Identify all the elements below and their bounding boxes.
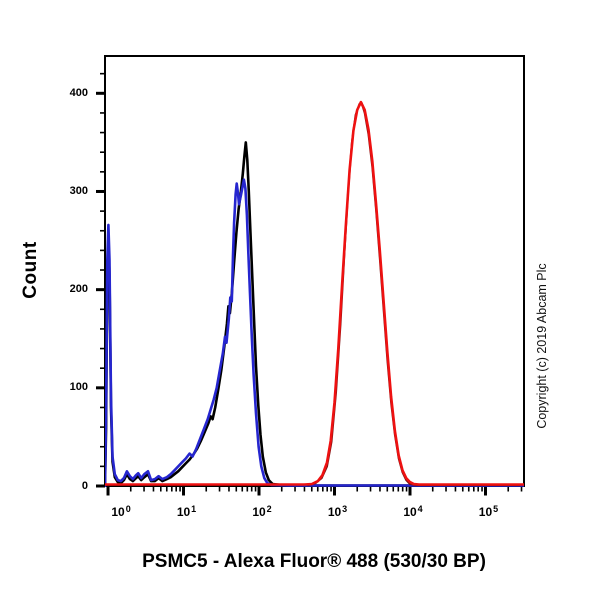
x-tick-base: 10 — [176, 505, 191, 519]
x-tick-exponent: 0 — [125, 504, 131, 514]
x-tick-label-10e0: 100 — [99, 503, 143, 519]
x-tick-label-10e3: 103 — [316, 503, 360, 519]
x-tick-base: 10 — [327, 505, 342, 519]
y-tick-label-200: 200 — [69, 283, 88, 296]
series-psmc5-red-curve — [105, 100, 524, 486]
x-tick-base: 10 — [111, 505, 125, 519]
x-tick-label-10e2: 102 — [240, 503, 284, 519]
x-tick-exponent: 3 — [342, 504, 348, 514]
x-tick-exponent: 1 — [191, 504, 197, 514]
y-tick-label-100: 100 — [69, 381, 88, 394]
x-tick-base: 10 — [252, 505, 266, 519]
curves-group — [105, 100, 524, 487]
plot-frame — [104, 55, 525, 487]
y-tick-label-0: 0 — [81, 479, 88, 492]
x-tick-base: 10 — [478, 505, 493, 519]
series-control-blue-curve — [105, 178, 524, 487]
series-control-black-curve — [105, 141, 524, 487]
x-tick-label-10e5: 105 — [466, 503, 510, 519]
x-tick-label-10e4: 104 — [391, 503, 435, 519]
y-tick-label-400: 400 — [69, 86, 88, 99]
x-tick-exponent: 5 — [493, 504, 499, 514]
y-axis-label: Count — [20, 241, 41, 299]
x-tick-base: 10 — [403, 505, 417, 519]
copyright-text: Copyright (c) 2019 Abcam Plc — [535, 263, 549, 429]
x-tick-label-10e1: 101 — [165, 503, 209, 519]
x-tick-exponent: 2 — [266, 504, 272, 514]
y-tick-label-300: 300 — [69, 184, 88, 197]
x-axis-title: PSMC5 - Alexa Fluor® 488 (530/30 BP) — [142, 551, 486, 572]
x-tick-exponent: 4 — [417, 504, 423, 514]
series-psmc5-dark-red-curve — [307, 102, 521, 486]
